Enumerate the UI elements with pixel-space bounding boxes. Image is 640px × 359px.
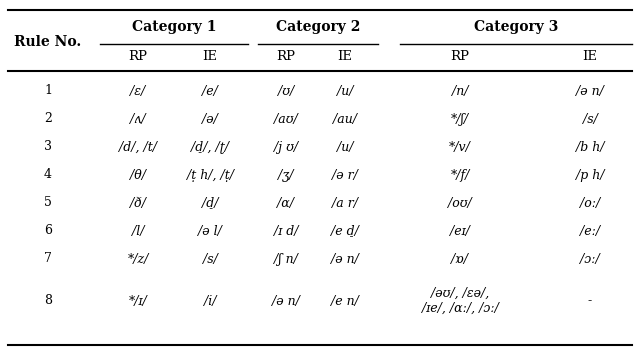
- Text: /ð/: /ð/: [130, 196, 146, 210]
- Text: 1: 1: [44, 84, 52, 98]
- Text: /ə n/: /ə n/: [576, 84, 604, 98]
- Text: /e d̠/: /e d̠/: [331, 224, 359, 238]
- Text: /ṭ h/, /ṭ/: /ṭ h/, /ṭ/: [186, 168, 234, 182]
- Text: /ʊ/: /ʊ/: [278, 84, 294, 98]
- Text: 8: 8: [44, 294, 52, 308]
- Text: /b h/: /b h/: [576, 140, 604, 154]
- Text: /u/: /u/: [337, 84, 353, 98]
- Text: 7: 7: [44, 252, 52, 266]
- Text: /ʃ n/: /ʃ n/: [274, 252, 298, 266]
- Text: /əʊ/, /ɛə/,
/ɪe/, /ɑː/, /ɔː/: /əʊ/, /ɛə/, /ɪe/, /ɑː/, /ɔː/: [422, 287, 499, 315]
- Text: */ɪ/: */ɪ/: [129, 294, 147, 308]
- Text: /ə l/: /ə l/: [198, 224, 222, 238]
- Text: /ə/: /ə/: [202, 112, 218, 126]
- Text: /e/: /e/: [202, 84, 218, 98]
- Text: */ʃ/: */ʃ/: [451, 112, 469, 126]
- Text: /ɔː/: /ɔː/: [580, 252, 600, 266]
- Text: IE: IE: [202, 51, 218, 64]
- Text: /θ/: /θ/: [130, 168, 146, 182]
- Text: /d̠/, /ʈ/: /d̠/, /ʈ/: [191, 140, 229, 154]
- Text: /d̠/: /d̠/: [202, 196, 218, 210]
- Text: Category 3: Category 3: [474, 20, 558, 34]
- Text: 5: 5: [44, 196, 52, 210]
- Text: /oʊ/: /oʊ/: [448, 196, 472, 210]
- Text: /s/: /s/: [582, 112, 597, 126]
- Text: */f/: */f/: [451, 168, 470, 182]
- Text: */v/: */v/: [449, 140, 471, 154]
- Text: 4: 4: [44, 168, 52, 182]
- Text: 3: 3: [44, 140, 52, 154]
- Text: IE: IE: [337, 51, 353, 64]
- Text: /ɑ/: /ɑ/: [278, 196, 294, 210]
- Text: /ə r/: /ə r/: [332, 168, 358, 182]
- Text: /n/: /n/: [452, 84, 468, 98]
- Text: /ə n/: /ə n/: [272, 294, 300, 308]
- Text: 6: 6: [44, 224, 52, 238]
- Text: /u/: /u/: [337, 140, 353, 154]
- Text: */z/: */z/: [127, 252, 148, 266]
- Text: /ʒ/: /ʒ/: [278, 168, 294, 182]
- Text: /aʊ/: /aʊ/: [274, 112, 298, 126]
- Text: /ə n/: /ə n/: [331, 252, 359, 266]
- Text: Category 2: Category 2: [276, 20, 360, 34]
- Text: /ɪ d/: /ɪ d/: [274, 224, 298, 238]
- Text: /j ʊ/: /j ʊ/: [274, 140, 298, 154]
- Text: /i/: /i/: [204, 294, 216, 308]
- Text: /p h/: /p h/: [576, 168, 604, 182]
- Text: /au/: /au/: [333, 112, 357, 126]
- Text: /eː/: /eː/: [580, 224, 600, 238]
- Text: IE: IE: [582, 51, 598, 64]
- Text: /s/: /s/: [203, 252, 218, 266]
- Text: 2: 2: [44, 112, 52, 126]
- Text: -: -: [588, 294, 592, 308]
- Text: Category 1: Category 1: [132, 20, 216, 34]
- Text: /eɪ/: /eɪ/: [450, 224, 470, 238]
- Text: Rule No.: Rule No.: [14, 35, 82, 49]
- Text: /oː/: /oː/: [580, 196, 600, 210]
- Text: /a r/: /a r/: [332, 196, 358, 210]
- Text: RP: RP: [129, 51, 147, 64]
- Text: /d/, /t/: /d/, /t/: [119, 140, 157, 154]
- Text: RP: RP: [276, 51, 296, 64]
- Text: /ɛ/: /ɛ/: [131, 84, 146, 98]
- Text: /l/: /l/: [132, 224, 144, 238]
- Text: RP: RP: [451, 51, 470, 64]
- Text: /ɒ/: /ɒ/: [451, 252, 468, 266]
- Text: /ʌ/: /ʌ/: [130, 112, 146, 126]
- Text: /e n/: /e n/: [331, 294, 359, 308]
